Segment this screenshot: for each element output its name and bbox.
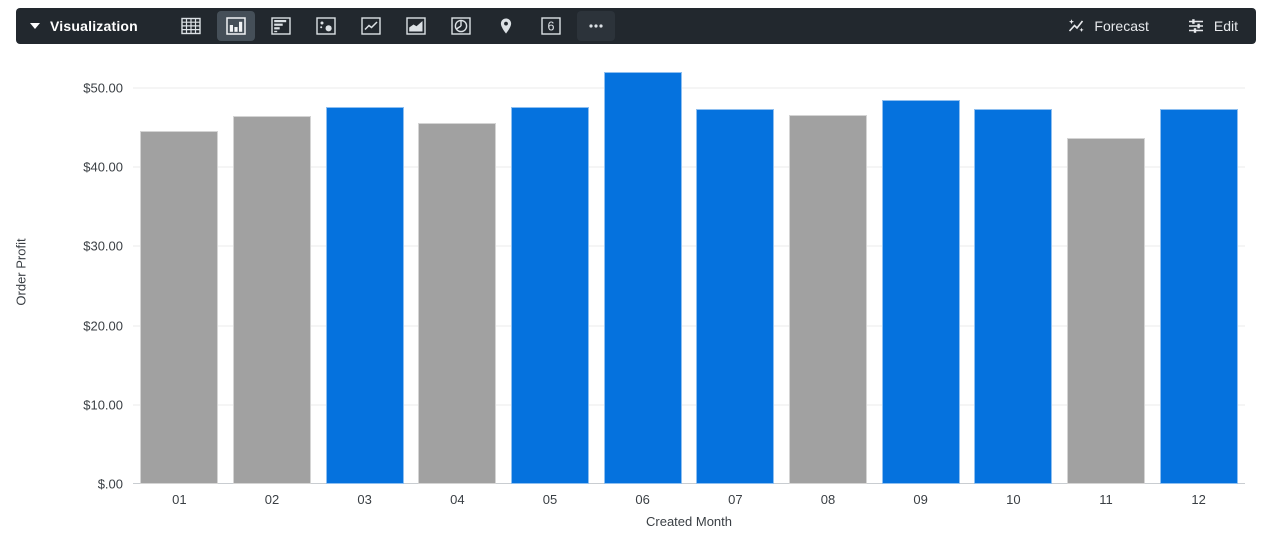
gridline <box>133 325 1245 326</box>
bar-12[interactable] <box>1159 109 1238 484</box>
forecast-button[interactable]: Forecast <box>1067 17 1149 35</box>
bar-09[interactable] <box>881 99 960 484</box>
y-tick-label: $30.00 <box>83 238 123 254</box>
plot-area <box>133 60 1245 484</box>
viz-type-scatter-button[interactable] <box>307 11 345 41</box>
bar-05[interactable] <box>511 106 589 484</box>
ellipsis-icon <box>589 24 603 28</box>
y-tick-label: $.00 <box>97 476 123 492</box>
gridline <box>133 166 1245 168</box>
x-axis-labels: 01 02 03 04 05 06 07 08 09 10 11 12 <box>133 492 1245 510</box>
y-tick-label: $10.00 <box>83 397 123 413</box>
y-axis-labels: $.00 $10.00 $20.00 $30.00 $40.00 $50.00 <box>0 60 123 490</box>
viz-type-table-button[interactable] <box>172 11 210 41</box>
gridline <box>133 404 1245 406</box>
single-value-digit: 6 <box>547 19 554 33</box>
x-tick-label: 09 <box>913 492 928 507</box>
x-tick-label: 01 <box>172 492 187 507</box>
x-tick-label: 11 <box>1099 492 1113 507</box>
scatter-plot-icon <box>316 17 336 35</box>
viz-type-map-button[interactable] <box>487 11 525 41</box>
map-pin-icon <box>500 18 512 34</box>
visualization-toolbar: Visualization <box>16 8 1256 44</box>
viz-type-switcher: 6 <box>172 11 615 41</box>
gridline <box>133 245 1245 247</box>
x-tick-label: 03 <box>357 492 372 507</box>
x-tick-label: 10 <box>1006 492 1021 507</box>
x-tick-label: 06 <box>635 492 650 507</box>
forecast-icon <box>1069 19 1085 32</box>
bar-02[interactable] <box>233 116 311 484</box>
viz-type-column-button[interactable] <box>216 11 255 41</box>
x-tick-label: 04 <box>450 492 465 507</box>
forecast-label: Forecast <box>1094 18 1149 34</box>
bar-03[interactable] <box>325 106 404 484</box>
viz-type-single-value-button[interactable]: 6 <box>532 11 570 41</box>
viz-type-bar-button[interactable] <box>262 11 300 41</box>
column-chart-icon <box>226 17 246 35</box>
x-tick-label: 07 <box>728 492 743 507</box>
x-tick-label: 08 <box>820 492 836 507</box>
line-chart-icon <box>361 17 381 35</box>
viz-type-more-button[interactable] <box>576 11 615 41</box>
area-chart-icon <box>406 17 426 35</box>
x-tick-label: 05 <box>542 492 558 507</box>
y-tick-label: $50.00 <box>83 80 123 96</box>
y-tick-label: $40.00 <box>83 159 123 175</box>
toolbar-title[interactable]: Visualization <box>50 18 138 34</box>
viz-type-area-button[interactable] <box>397 11 435 41</box>
viz-type-pie-button[interactable] <box>442 11 480 41</box>
x-axis-line <box>133 483 1245 484</box>
bar-08[interactable] <box>789 114 867 484</box>
table-icon <box>181 17 201 35</box>
bar-chart-icon <box>271 17 291 35</box>
bar-07[interactable] <box>696 109 775 484</box>
edit-label: Edit <box>1213 18 1238 34</box>
pie-chart-icon <box>451 17 471 35</box>
bar-01[interactable] <box>140 131 219 484</box>
y-tick-label: $20.00 <box>83 318 123 333</box>
edit-button[interactable]: Edit <box>1187 17 1238 35</box>
edit-settings-icon <box>1188 19 1203 33</box>
bar-10[interactable] <box>974 109 1053 484</box>
x-tick-label: 12 <box>1191 492 1206 507</box>
x-tick-label: 02 <box>264 492 280 507</box>
bar-04[interactable] <box>418 122 497 484</box>
bar-06[interactable] <box>603 71 682 484</box>
bar-11[interactable] <box>1067 138 1145 484</box>
gridline <box>133 87 1245 89</box>
viz-type-line-button[interactable] <box>352 11 390 41</box>
toolbar-right-actions: Forecast Edit <box>1067 17 1238 35</box>
single-value-icon: 6 <box>541 17 561 35</box>
caret-down-icon[interactable] <box>30 23 40 29</box>
x-axis-title: Created Month <box>646 514 732 529</box>
